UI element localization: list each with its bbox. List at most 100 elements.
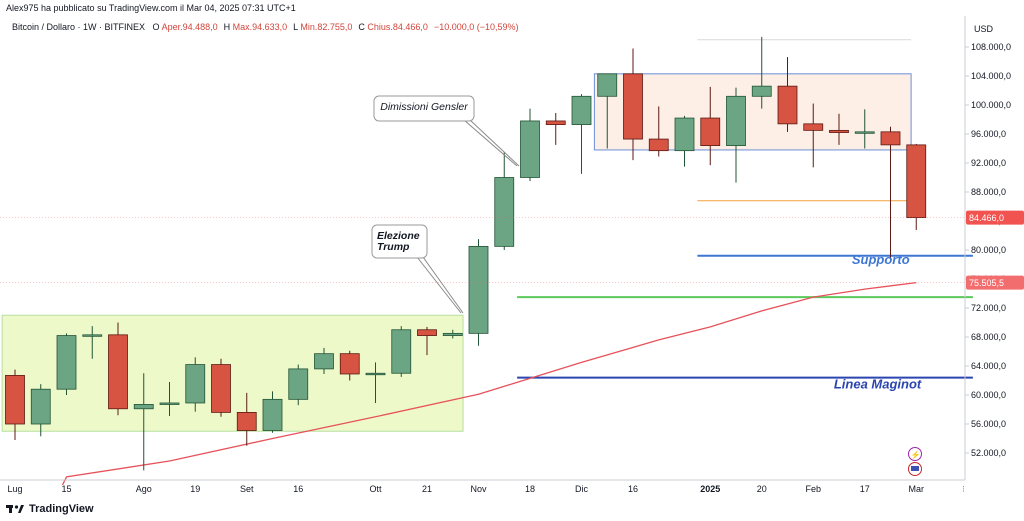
tradingview-logo-icon xyxy=(6,505,24,513)
candle-body[interactable] xyxy=(674,117,695,152)
candle-body[interactable] xyxy=(417,329,437,336)
flag-icon-body xyxy=(911,466,919,471)
candle-body[interactable] xyxy=(262,398,283,431)
time-tick-label: 19 xyxy=(190,484,200,494)
axis-more-icon: ⁝ xyxy=(962,484,965,494)
candle-body[interactable] xyxy=(623,73,643,140)
time-tick-label: 16 xyxy=(293,484,303,494)
publish-line: Alex975 ha pubblicato su TradingView.com… xyxy=(6,3,296,13)
lightning-icon[interactable] xyxy=(908,447,922,461)
price-tick-label: 96.000,0 xyxy=(971,129,1006,139)
candle-body[interactable] xyxy=(829,129,849,133)
price-tick-label: 88.000,0 xyxy=(971,187,1006,197)
ohlc-value: Max.94.633,0 xyxy=(232,22,288,32)
price-tick-label: 80.000,0 xyxy=(971,245,1006,255)
ohlc-value: −10.000,0 (−10,59%) xyxy=(433,22,519,32)
ohlc-key: L xyxy=(293,22,301,32)
candle-body[interactable] xyxy=(236,411,257,431)
time-tick-label: Ago xyxy=(136,484,152,494)
callout-pointer xyxy=(469,119,520,167)
callout-text: Trump xyxy=(377,241,410,253)
candle-body[interactable] xyxy=(571,95,592,125)
time-tick-label: Mar xyxy=(909,484,925,494)
footer: TradingView xyxy=(6,500,94,518)
symbol-line: Bitcoin / Dollaro · 1W · BITFINEX xyxy=(12,22,146,32)
time-tick-label: Lug xyxy=(7,484,22,494)
candle-body[interactable] xyxy=(5,375,25,425)
price-tag-box xyxy=(966,275,1024,290)
callout-pointer xyxy=(422,256,464,314)
candle-body[interactable] xyxy=(777,85,798,125)
candle-body[interactable] xyxy=(494,177,515,247)
ohlc-key: C xyxy=(358,22,368,32)
candle-body[interactable] xyxy=(854,131,875,134)
price-tick-label: 72.000,0 xyxy=(971,303,1006,313)
ohlc-key: H xyxy=(223,22,233,32)
candle-body[interactable] xyxy=(700,117,721,147)
ohlc-value: Min.82.755,0 xyxy=(300,22,353,32)
price-tag-box xyxy=(966,210,1024,225)
candle-body[interactable] xyxy=(185,364,206,404)
price-tick-label: 100.000,0 xyxy=(971,100,1011,110)
price-tag-label: 84.466,0 xyxy=(969,213,1004,223)
candle-body[interactable] xyxy=(906,144,927,219)
ohlc-value: Aper.94.488,0 xyxy=(161,22,218,32)
price-tag-label: 75.505,5 xyxy=(969,278,1004,288)
ohlc-line: Bitcoin / Dollaro · 1W · BITFINEX O Aper… xyxy=(12,22,525,32)
time-tick-label: 17 xyxy=(860,484,870,494)
ohlc-key: O xyxy=(152,22,162,32)
chart-annotation: Supporto xyxy=(852,252,910,267)
callout-pointer xyxy=(416,256,462,314)
candle-body[interactable] xyxy=(880,131,901,146)
candle-body[interactable] xyxy=(751,85,772,97)
moving-average-line xyxy=(61,281,917,486)
candle-body[interactable] xyxy=(520,120,540,178)
candle-body[interactable] xyxy=(545,120,566,125)
time-tick-label: Set xyxy=(240,484,254,494)
price-axis-currency: USD xyxy=(974,24,994,34)
candle-body[interactable] xyxy=(288,368,309,400)
candle-body[interactable] xyxy=(211,364,231,413)
candle-body[interactable] xyxy=(597,73,618,97)
price-tick-label: 60.000,0 xyxy=(971,390,1006,400)
callout-pointer xyxy=(463,119,518,167)
candle-body[interactable] xyxy=(314,353,334,370)
candle-body[interactable] xyxy=(468,245,489,334)
lightning-glyph: ⚡ xyxy=(911,450,921,460)
price-tick-label: 68.000,0 xyxy=(971,332,1006,342)
price-tick-label: 56.000,0 xyxy=(971,419,1006,429)
time-tick-label: 20 xyxy=(757,484,767,494)
candle-body[interactable] xyxy=(108,334,128,410)
callout-box xyxy=(373,95,475,122)
chart-annotation: Linea Maginot xyxy=(834,376,922,391)
green-range-box xyxy=(1,314,464,432)
candle-body[interactable] xyxy=(803,123,824,131)
time-tick-label: 2025 xyxy=(700,484,720,494)
ohlc-values: O Aper.94.488,0 H Max.94.633,0 L Min.82.75… xyxy=(153,22,525,32)
candle-body[interactable] xyxy=(339,353,360,375)
candle-body[interactable] xyxy=(726,95,746,147)
time-tick-label: 16 xyxy=(628,484,638,494)
candle-body[interactable] xyxy=(391,329,412,374)
candle-body[interactable] xyxy=(30,388,51,425)
time-tick-label: 21 xyxy=(422,484,432,494)
time-tick-label: Dic xyxy=(575,484,588,494)
price-tick-label: 92.000,0 xyxy=(971,158,1006,168)
price-tick-label: 64.000,0 xyxy=(971,361,1006,371)
time-tick-label: Ott xyxy=(369,484,382,494)
candle-body[interactable] xyxy=(442,332,463,336)
time-tick-label: Feb xyxy=(805,484,821,494)
candle-body[interactable] xyxy=(159,402,180,405)
price-tick-label: 104.000,0 xyxy=(971,71,1011,81)
candle-body[interactable] xyxy=(133,404,154,410)
time-tick-label: 18 xyxy=(525,484,535,494)
time-tick-label: Nov xyxy=(470,484,487,494)
callout-text: Elezione xyxy=(377,230,420,242)
price-tick-label: 108.000,0 xyxy=(971,42,1011,52)
candle-body[interactable] xyxy=(365,372,386,376)
candle-body[interactable] xyxy=(648,138,669,152)
time-tick-label: 15 xyxy=(61,484,71,494)
candle-body[interactable] xyxy=(82,334,103,337)
candle-body[interactable] xyxy=(56,335,77,390)
